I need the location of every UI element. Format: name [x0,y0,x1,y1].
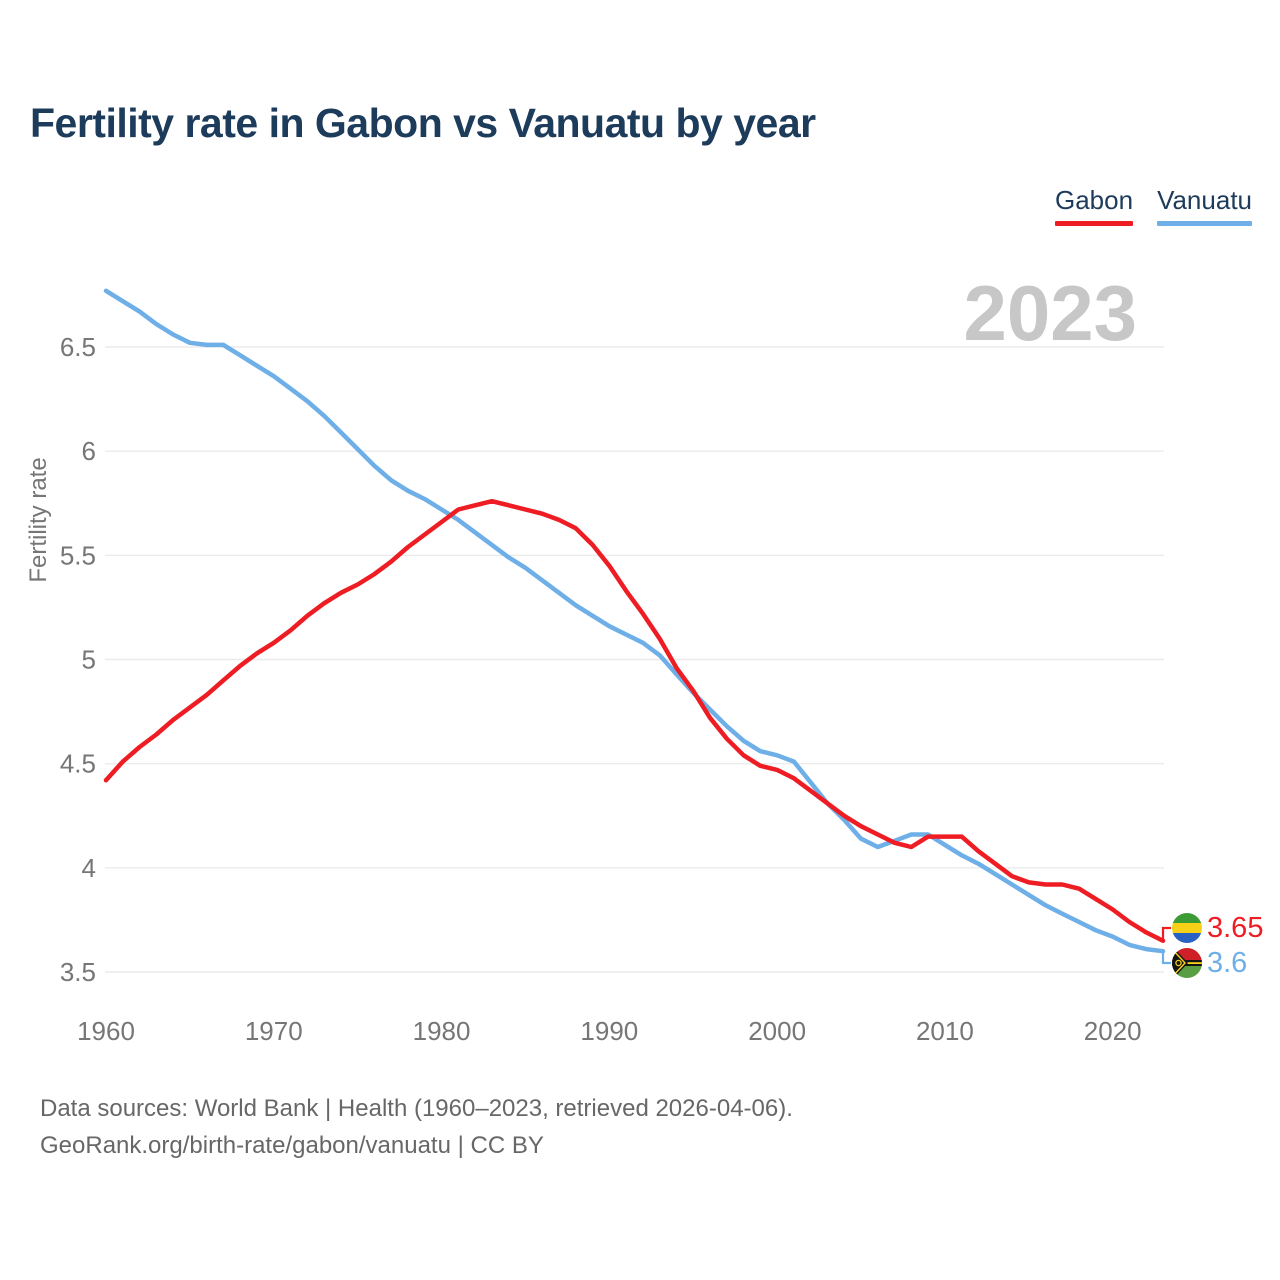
y-tick-5: 5 [82,645,96,675]
chart-footer: Data sources: World Bank | Health (1960–… [40,1090,793,1164]
gabon-line[interactable] [103,498,1166,944]
legend-label-vanuatu: Vanuatu [1157,185,1252,215]
attribution-text: GeoRank.org/birth-rate/gabon/vanuatu | C… [40,1132,544,1159]
y-tick-3.5: 3.5 [60,957,96,987]
x-tick-1970: 1970 [245,1016,303,1046]
x-tick-1990: 1990 [580,1016,638,1046]
x-tick-2010: 2010 [916,1016,974,1046]
data-sources-text: Data sources: World Bank | Health (1960–… [40,1095,793,1122]
y-tick-6.5: 6.5 [60,332,96,362]
y-axis-label: Fertility rate [25,457,52,582]
vanuatu-flag-yellow-chevron [1172,949,1186,977]
y-tick-6: 6 [82,436,96,466]
vanuatu-connector [1161,951,1171,965]
legend-item-vanuatu[interactable]: Vanuatu [1157,185,1252,226]
y-tick-5.5: 5.5 [60,540,96,570]
x-tick-2020: 2020 [1084,1016,1142,1046]
gabon-flag-icon [1172,913,1202,943]
chart-title: Fertility rate in Gabon vs Vanuatu by ye… [30,100,816,146]
x-tick-1960: 1960 [77,1016,135,1046]
legend-swatch-vanuatu [1157,221,1252,226]
vanuatu-flag-tusk [1175,959,1182,967]
chart-legend: Gabon Vanuatu [1054,185,1252,226]
legend-item-gabon[interactable]: Gabon [1054,185,1134,226]
legend-swatch-gabon [1054,221,1134,226]
legend-label-gabon: Gabon [1054,185,1134,215]
vanuatu-flag-black-triangle [1172,948,1188,978]
gridlines [105,346,1164,973]
gabon-connector [1161,926,1171,941]
gabon-flag-blue [1172,933,1202,943]
gabon-end-value: 3.65 [1207,912,1263,944]
x-tick-1980: 1980 [413,1016,471,1046]
vanuatu-flag-icon [1172,948,1202,978]
vanuatu-end-value: 3.6 [1207,947,1247,979]
vanuatu-line[interactable] [103,288,1166,954]
gabon-flag-yellow [1172,923,1202,933]
x-tick-2000: 2000 [748,1016,806,1046]
year-watermark: 2023 [963,269,1137,357]
gabon-flag-green [1172,913,1202,923]
y-tick-4.5: 4.5 [60,749,96,779]
y-tick-4: 4 [82,853,96,883]
